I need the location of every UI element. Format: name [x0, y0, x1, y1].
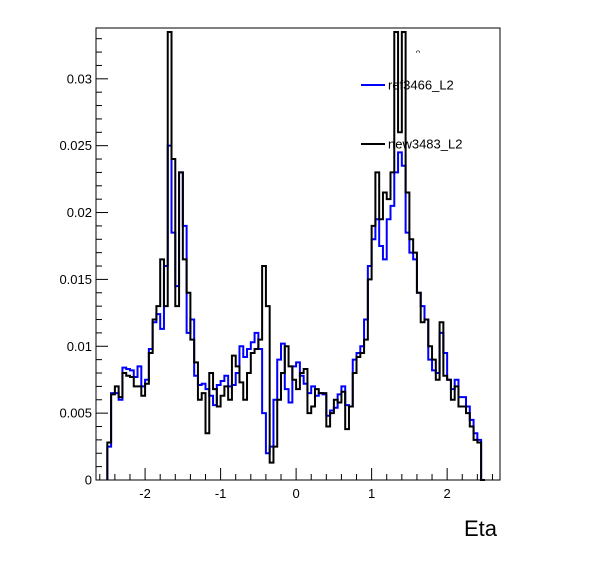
- stat-box-mark: ᵔ: [416, 47, 421, 61]
- y-tick-label: 0.01: [67, 339, 92, 354]
- y-tick-labels: 0 0.005 0.01 0.015 0.02 0.025 0.03: [59, 71, 92, 487]
- series-new3483_L2: [106, 31, 485, 481]
- legend-entry: new3483_L2: [388, 137, 462, 152]
- plot-frame: [95, 27, 501, 481]
- histogram-line: [106, 31, 485, 481]
- x-tick-label: 1: [368, 486, 375, 501]
- x-tick-label: 2: [444, 486, 451, 501]
- x-tick-label: 0: [292, 486, 299, 501]
- y-tick-label: 0.025: [59, 138, 92, 153]
- y-tick-label: 0.02: [67, 205, 92, 220]
- y-tick-label: 0.03: [67, 71, 92, 86]
- histogram-series: [106, 31, 485, 481]
- x-tick-label: -1: [215, 486, 227, 501]
- x-tick-label: -2: [139, 486, 151, 501]
- x-axis-title: Eta: [464, 516, 498, 541]
- legend: ref3466_L2 new3483_L2: [361, 78, 462, 152]
- y-tick-label: 0.005: [59, 406, 92, 421]
- x-tick-labels: -2 -1 0 1 2: [139, 486, 450, 501]
- y-tick-label: 0.015: [59, 272, 92, 287]
- y-tick-label: 0: [85, 473, 92, 488]
- legend-entry: ref3466_L2: [388, 78, 454, 93]
- axis-ticks: [96, 38, 493, 481]
